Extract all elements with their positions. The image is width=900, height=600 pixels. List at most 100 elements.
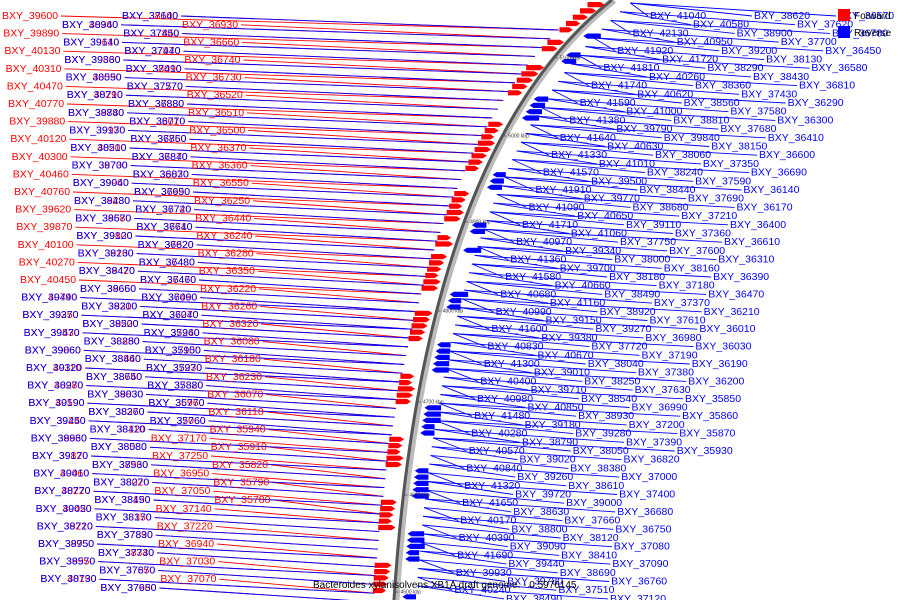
connector-line: [431, 446, 518, 461]
gene-label: BXY_36400: [730, 219, 786, 231]
gene-label: BXY_39160: [78, 248, 134, 260]
gene-label: BXY_37270: [142, 309, 198, 321]
forward-gene-arrow: [547, 39, 565, 45]
reverse-gene-arrow: [432, 361, 450, 367]
gene-label: BXY_38700: [72, 160, 128, 172]
forward-gene-arrow: [488, 121, 504, 127]
connector-line: [256, 253, 429, 269]
forward-gene-arrow: [465, 165, 480, 171]
gene-label: BXY_38900: [737, 27, 793, 39]
connector-line: [123, 59, 522, 75]
gene-label: BXY_37200: [629, 419, 685, 431]
gene-label: BXY_38080: [91, 441, 147, 453]
connector-line: [630, 2, 753, 17]
gene-label: BXY_39410: [33, 468, 89, 480]
connector-line: [474, 254, 558, 269]
connector-line: [80, 297, 417, 313]
gene-label: BXY_38960: [31, 432, 87, 444]
gene-label: BXY_35930: [677, 445, 733, 457]
connector-line: [459, 307, 544, 321]
connector-line: [87, 402, 395, 418]
gene-label: BXY_37100: [145, 344, 201, 356]
gene-label: BXY_38570: [39, 556, 95, 568]
gene-label: BXY_35970: [146, 362, 202, 374]
gene-label: BXY_38350: [96, 512, 152, 524]
connector-line: [76, 244, 432, 260]
connector-line: [144, 376, 400, 392]
gene-label: BXY_37000: [621, 471, 677, 483]
gene-label: BXY_39700: [560, 262, 616, 274]
connector-line: [258, 288, 419, 304]
gene-label: BXY_38550: [66, 72, 122, 84]
connector-line: [251, 182, 454, 198]
connector-line: [570, 63, 752, 78]
connector-line: [126, 112, 488, 128]
connector-line: [469, 272, 553, 287]
gene-label: BXY_38070: [133, 168, 189, 180]
forward-gene-arrow: [468, 159, 483, 165]
gene-label: BXY_37430: [741, 88, 797, 100]
connector-line: [147, 411, 394, 427]
gene-label: BXY_36030: [695, 341, 751, 353]
gene-label: BXY_36250: [194, 195, 250, 207]
connector-line: [422, 515, 510, 530]
gene-label: BXY_39740: [68, 107, 124, 119]
gene-label: BXY_39180: [525, 419, 581, 431]
connector-line: [252, 200, 447, 216]
gene-label: BXY_39250: [22, 309, 78, 321]
gene-label: BXY_37840: [123, 28, 179, 40]
gene-label: BXY_37070: [160, 573, 216, 585]
gene-label: BXY_36010: [699, 323, 755, 335]
gene-label: BXY_36280: [198, 248, 254, 260]
connector-line: [455, 324, 644, 339]
gene-label: BXY_37850: [99, 564, 155, 576]
gene-label: BXY_36770: [129, 116, 185, 128]
gene-label: BXY_40650: [577, 210, 633, 222]
gene-label: BXY_37360: [675, 228, 731, 240]
legend-swatch-reverse: [838, 26, 850, 38]
connector-line: [78, 279, 422, 295]
connector-line: [427, 481, 514, 495]
forward-gene-arrow: [380, 506, 396, 512]
gene-label: BXY_36190: [692, 358, 748, 370]
gene-label: BXY_40390: [459, 532, 515, 544]
connector-line: [212, 473, 385, 489]
forward-gene-arrow: [516, 77, 533, 83]
gene-label: BXY_36740: [184, 54, 240, 66]
gene-label: BXY_37750: [620, 236, 676, 248]
connector-line: [200, 297, 417, 313]
forward-gene-arrow: [386, 455, 404, 461]
gene-label: BXY_36410: [768, 132, 824, 144]
gene-label: BXY_37350: [703, 158, 759, 170]
connector-line: [443, 376, 529, 391]
gene-label: BXY_38830: [87, 388, 143, 400]
scale-tick-label: 4700 kbp: [423, 400, 444, 406]
connector-line: [124, 77, 509, 93]
connector-line: [69, 138, 474, 154]
forward-gene-arrow: [396, 392, 413, 398]
gene-label: BXY_38790: [522, 436, 578, 448]
gene-label: BXY_36650: [134, 186, 190, 198]
gene-label: BXY_37090: [612, 558, 668, 570]
gene-label: BXY_39730: [72, 160, 128, 172]
gene-label: BXY_37320: [147, 380, 203, 392]
gene-label: BXY_37990: [134, 186, 190, 198]
connector-line: [438, 402, 681, 417]
reverse-gene-arrow: [561, 58, 577, 64]
gene-label: BXY_37230: [146, 362, 202, 374]
connector-line: [90, 455, 387, 471]
gene-label: BXY_36620: [138, 239, 194, 251]
connector-line: [99, 578, 375, 594]
gene-label: BXY_39960: [73, 177, 129, 189]
connector-line: [450, 341, 640, 356]
gene-label: BXY_37760: [130, 133, 186, 145]
reverse-gene-arrow: [583, 33, 601, 39]
gene-label: BXY_37830: [97, 529, 153, 541]
gene-label: BXY_38430: [753, 71, 809, 83]
gene-label: BXY_36660: [183, 36, 239, 48]
connector-line: [457, 315, 594, 330]
gene-label: BXY_36360: [192, 160, 248, 172]
connector-line: [424, 498, 512, 513]
connector-line: [535, 115, 615, 130]
gene-label: BXY_38670: [75, 212, 131, 224]
